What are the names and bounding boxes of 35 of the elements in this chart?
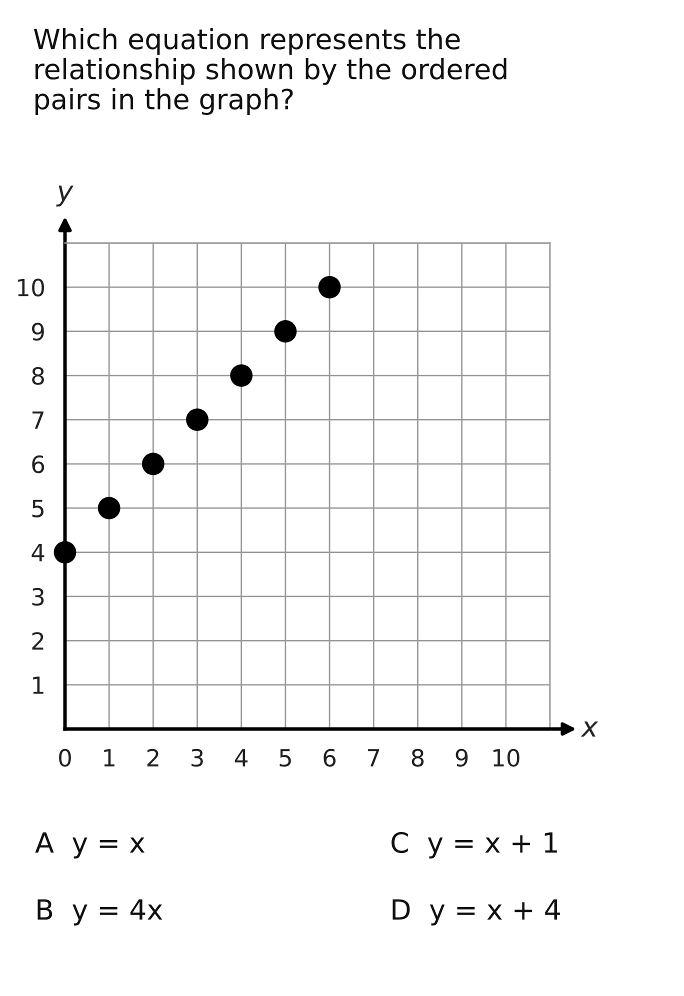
y-tick-label: 7: [32, 411, 44, 429]
point: [274, 320, 297, 343]
y-tick-label: 5: [32, 500, 44, 518]
point: [186, 408, 208, 431]
text: B y = 4x: [38, 899, 162, 926]
y-tick-label: 4: [32, 544, 44, 562]
x-tick-label: 10: [493, 748, 520, 767]
x-tick-label: 2: [147, 748, 158, 766]
y-tick-label: 10: [18, 278, 44, 296]
x-tick-label: 9: [456, 748, 468, 767]
chart-title: Which equation represents the relationship shown by the ordered pairs in the graph?: [34, 28, 506, 115]
text: C y = x + 1: [392, 832, 557, 858]
point: [98, 496, 120, 520]
x-axis-title: x: [580, 721, 598, 737]
x-tick-label: 6: [324, 748, 336, 767]
point: [142, 452, 164, 476]
text: D y = x + 4: [392, 899, 560, 926]
x-tick-label: 1: [104, 749, 114, 766]
y-tick-label: 6: [32, 455, 44, 474]
y-tick-label: 1: [33, 676, 44, 694]
y-axis-title: y: [56, 186, 74, 207]
x-tick-label: 3: [192, 748, 203, 767]
point: [318, 276, 341, 298]
y-tick-label: 8: [32, 366, 44, 385]
x-tick-label: 5: [280, 749, 291, 767]
x-tick-label: 0: [59, 748, 71, 767]
y-tick-label: 3: [32, 588, 44, 606]
text: A y = x: [35, 832, 145, 858]
x-tick-label: 4: [235, 749, 248, 766]
y-tick-label: 9: [32, 322, 44, 341]
x-tick-label: 8: [412, 748, 424, 767]
point: [230, 364, 253, 387]
point: [54, 541, 76, 564]
x-tick-label: 7: [368, 749, 380, 766]
y-tick-label: 2: [32, 632, 44, 650]
